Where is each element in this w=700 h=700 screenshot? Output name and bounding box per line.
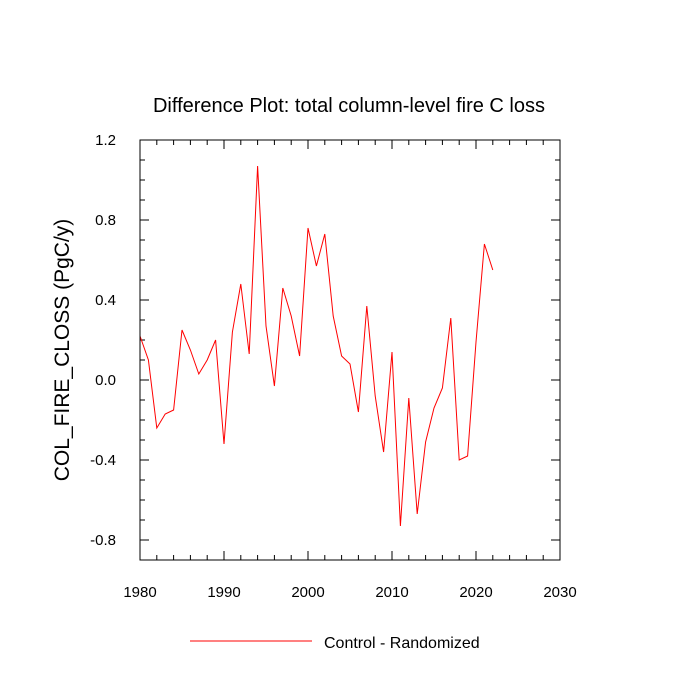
y-tick-label: -0.8 [90,532,116,549]
x-tick-label: 2000 [291,584,324,601]
y-tick-label: 0.8 [95,212,116,229]
y-tick-label: -0.4 [90,452,116,469]
plot-frame [139,139,561,561]
axis-ticks [139,139,561,561]
x-tick-label: 2020 [459,584,492,601]
series-layer [139,165,494,527]
series-line-control-randomized [139,165,494,527]
y-tick-label: 0.4 [95,292,116,309]
axis-tick-labels: 1980 1990 2000 2010 2020 2030 -0.8 -0.4 0.0 0.4 0.… [90,132,577,601]
legend-label: Control - Randomized [324,635,480,652]
x-tick-label: 2030 [543,584,576,601]
y-axis-title: COL_FIRE_CLOSS (PgC/y) [51,219,74,482]
chart-title: Difference Plot: total column-level fire… [153,95,545,117]
legend: Control - Randomized [190,635,480,652]
x-tick-label: 1980 [123,584,156,601]
x-tick-label: 2010 [375,584,408,601]
y-tick-label: 0.0 [95,372,116,389]
y-tick-label: 1.2 [95,132,116,149]
x-tick-label: 1990 [207,584,240,601]
